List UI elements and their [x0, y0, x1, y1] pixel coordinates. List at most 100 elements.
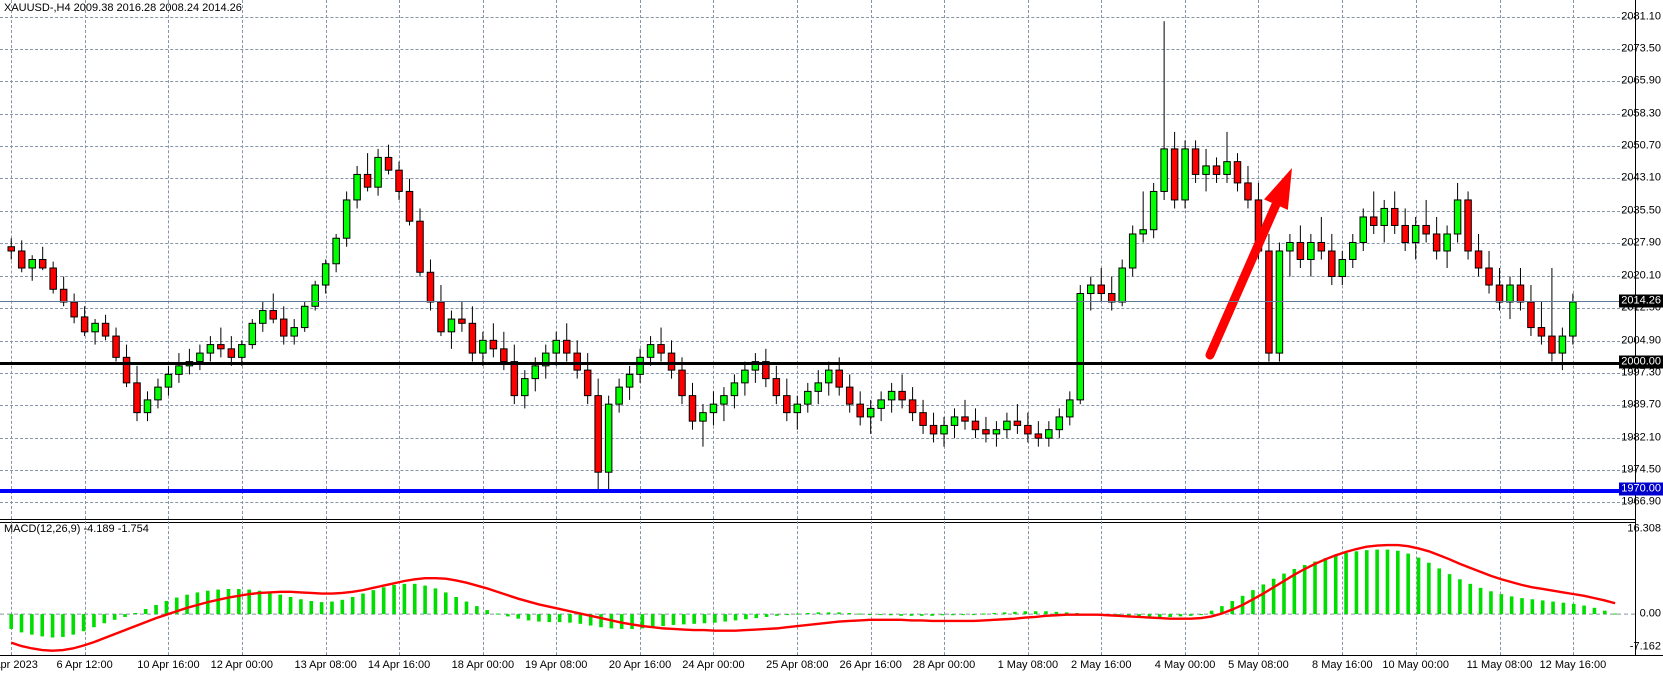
- pane-separator-top: [0, 519, 1635, 520]
- price-axis[interactable]: 2081.10 2073.50 2065.90 2058.30 2050.70 2043.…: [1619, 0, 1663, 655]
- gridline-v: [84, 0, 86, 519]
- gridline-v: [556, 0, 558, 519]
- gridline-h: [0, 437, 1635, 439]
- gridline-v: [482, 0, 484, 519]
- gridline-h: [0, 373, 1635, 375]
- up-arrow-annotation[interactable]: [0, 0, 1635, 519]
- gridline-v: [241, 0, 243, 519]
- gridline-v: [556, 521, 558, 655]
- gridline-v: [1499, 0, 1501, 519]
- price-tick-label: 2043.10: [1621, 171, 1661, 184]
- gridline-h: [0, 210, 1635, 212]
- gridline-v: [640, 521, 642, 655]
- gridline-v: [241, 521, 243, 655]
- price-tick-label: 2004.90: [1621, 334, 1661, 347]
- time-tick-label: 11 May 08:00: [1466, 659, 1533, 671]
- current-price-label[interactable]: 2014.26: [1619, 294, 1663, 308]
- price-tick-label: 2050.70: [1621, 139, 1661, 152]
- price-tick-label: 2027.90: [1621, 236, 1661, 249]
- gridline-v: [1415, 0, 1417, 519]
- time-tick-label: 26 Apr 16:00: [839, 659, 902, 671]
- time-tick-label: 1 May 08:00: [997, 659, 1059, 671]
- time-tick-label: 6 Apr 12:00: [56, 659, 113, 671]
- time-tick-label: 20 Apr 16:00: [608, 659, 672, 671]
- time-tick-label: 2 May 16:00: [1070, 659, 1132, 671]
- gridline-v: [797, 521, 799, 655]
- price-tick-label: 1966.90: [1621, 495, 1661, 508]
- price-tick-label: 2020.10: [1621, 269, 1661, 282]
- gridline-v: [1101, 521, 1103, 655]
- time-tick-label: 13 Apr 08:00: [294, 659, 357, 671]
- time-tick-label: 14 Apr 16:00: [367, 659, 431, 671]
- gridline-v: [1185, 521, 1187, 655]
- gridline-h: [0, 16, 1635, 18]
- price-chart-pane[interactable]: XAUUSD-,H4 2009.38 2016.28 2008.24 2014.…: [0, 0, 1635, 519]
- chart-title: XAUUSD-,H4 2009.38 2016.28 2008.24 2014.…: [4, 2, 242, 14]
- gridline-h: [0, 81, 1635, 83]
- gridline-v: [325, 0, 327, 519]
- gridline-v: [84, 521, 86, 655]
- time-tick-label: 28 Apr 00:00: [912, 659, 976, 671]
- price-gridlines: [0, 0, 1635, 519]
- current-price-line: [0, 300, 1635, 302]
- gridline-v: [11, 521, 13, 655]
- gridline-v: [944, 0, 946, 519]
- gridline-v: [870, 521, 872, 655]
- level-label-1970[interactable]: 1970.00: [1619, 482, 1663, 496]
- support-line-1970: [0, 489, 1635, 494]
- gridline-h: [0, 178, 1635, 180]
- gridline-v: [1258, 521, 1260, 655]
- time-tick-label: 12 May 16:00: [1539, 659, 1607, 671]
- gridline-v: [713, 0, 715, 519]
- price-tick-label: 2081.10: [1621, 10, 1661, 23]
- gridline-v: [1342, 521, 1344, 655]
- gridline-v: [1101, 0, 1103, 519]
- gridline-h: [0, 308, 1635, 310]
- gridline-v: [1415, 521, 1417, 655]
- price-tick-label: 1974.50: [1621, 463, 1661, 476]
- macd-histogram-and-signal: [0, 543, 1635, 652]
- time-tick-label: 18 Apr 00:00: [451, 659, 515, 671]
- time-tick-label: 5 May 08:00: [1228, 659, 1289, 671]
- price-tick-label: 1989.70: [1621, 398, 1661, 411]
- pane-separator-bottom: [0, 522, 1635, 523]
- time-tick-label: 10 May 00:00: [1382, 659, 1449, 671]
- time-tick-label: 19 Apr 08:00: [525, 659, 588, 671]
- gridline-v: [325, 521, 327, 655]
- gridline-h: [0, 502, 1635, 504]
- time-tick-label: 12 Apr 00:00: [210, 659, 274, 671]
- macd-title: MACD(12,26,9) -4.189 -1.754: [4, 523, 149, 535]
- gridline-h: [0, 48, 1635, 50]
- price-tick-label: 2035.50: [1621, 204, 1661, 217]
- gridline-h: [0, 470, 1635, 472]
- gridline-h: [0, 340, 1635, 342]
- time-tick-label: 8 May 16:00: [1312, 659, 1373, 671]
- macd-gridlines: [0, 521, 1635, 655]
- time-tick-label: 5 Apr 2023: [0, 659, 38, 671]
- gridline-v: [944, 521, 946, 655]
- macd-indicator-pane[interactable]: MACD(12,26,9) -4.189 -1.754: [0, 521, 1635, 655]
- gridline-v: [1185, 0, 1187, 519]
- price-tick-label: 1997.30: [1621, 366, 1661, 379]
- time-axis[interactable]: 5 Apr 2023 6 Apr 12:00 10 Apr 16:00 12 Apr …: [0, 655, 1663, 674]
- gridline-v: [399, 0, 401, 519]
- gridline-v: [1342, 0, 1344, 519]
- price-tick-label: 1982.10: [1621, 431, 1661, 444]
- gridline-v: [168, 521, 170, 655]
- price-tick-label: 2065.90: [1621, 74, 1661, 87]
- gridline-h: [0, 276, 1635, 278]
- gridline-h: [0, 145, 1635, 147]
- time-tick-label: 24 Apr 00:00: [682, 659, 745, 671]
- gridline-v: [168, 0, 170, 519]
- time-tick-label: 4 May 00:00: [1154, 659, 1216, 671]
- level-label-2000[interactable]: 2000.00: [1619, 355, 1663, 369]
- gridline-v: [1499, 521, 1501, 655]
- price-tick-label: 2058.30: [1621, 107, 1661, 120]
- gridline-v: [482, 521, 484, 655]
- gridline-v: [11, 0, 13, 519]
- gridline-v: [640, 0, 642, 519]
- time-tick-label: 10 Apr 16:00: [137, 659, 200, 671]
- macd-tick-label: -7.162: [1629, 640, 1661, 653]
- time-tick-label: 25 Apr 08:00: [766, 659, 829, 671]
